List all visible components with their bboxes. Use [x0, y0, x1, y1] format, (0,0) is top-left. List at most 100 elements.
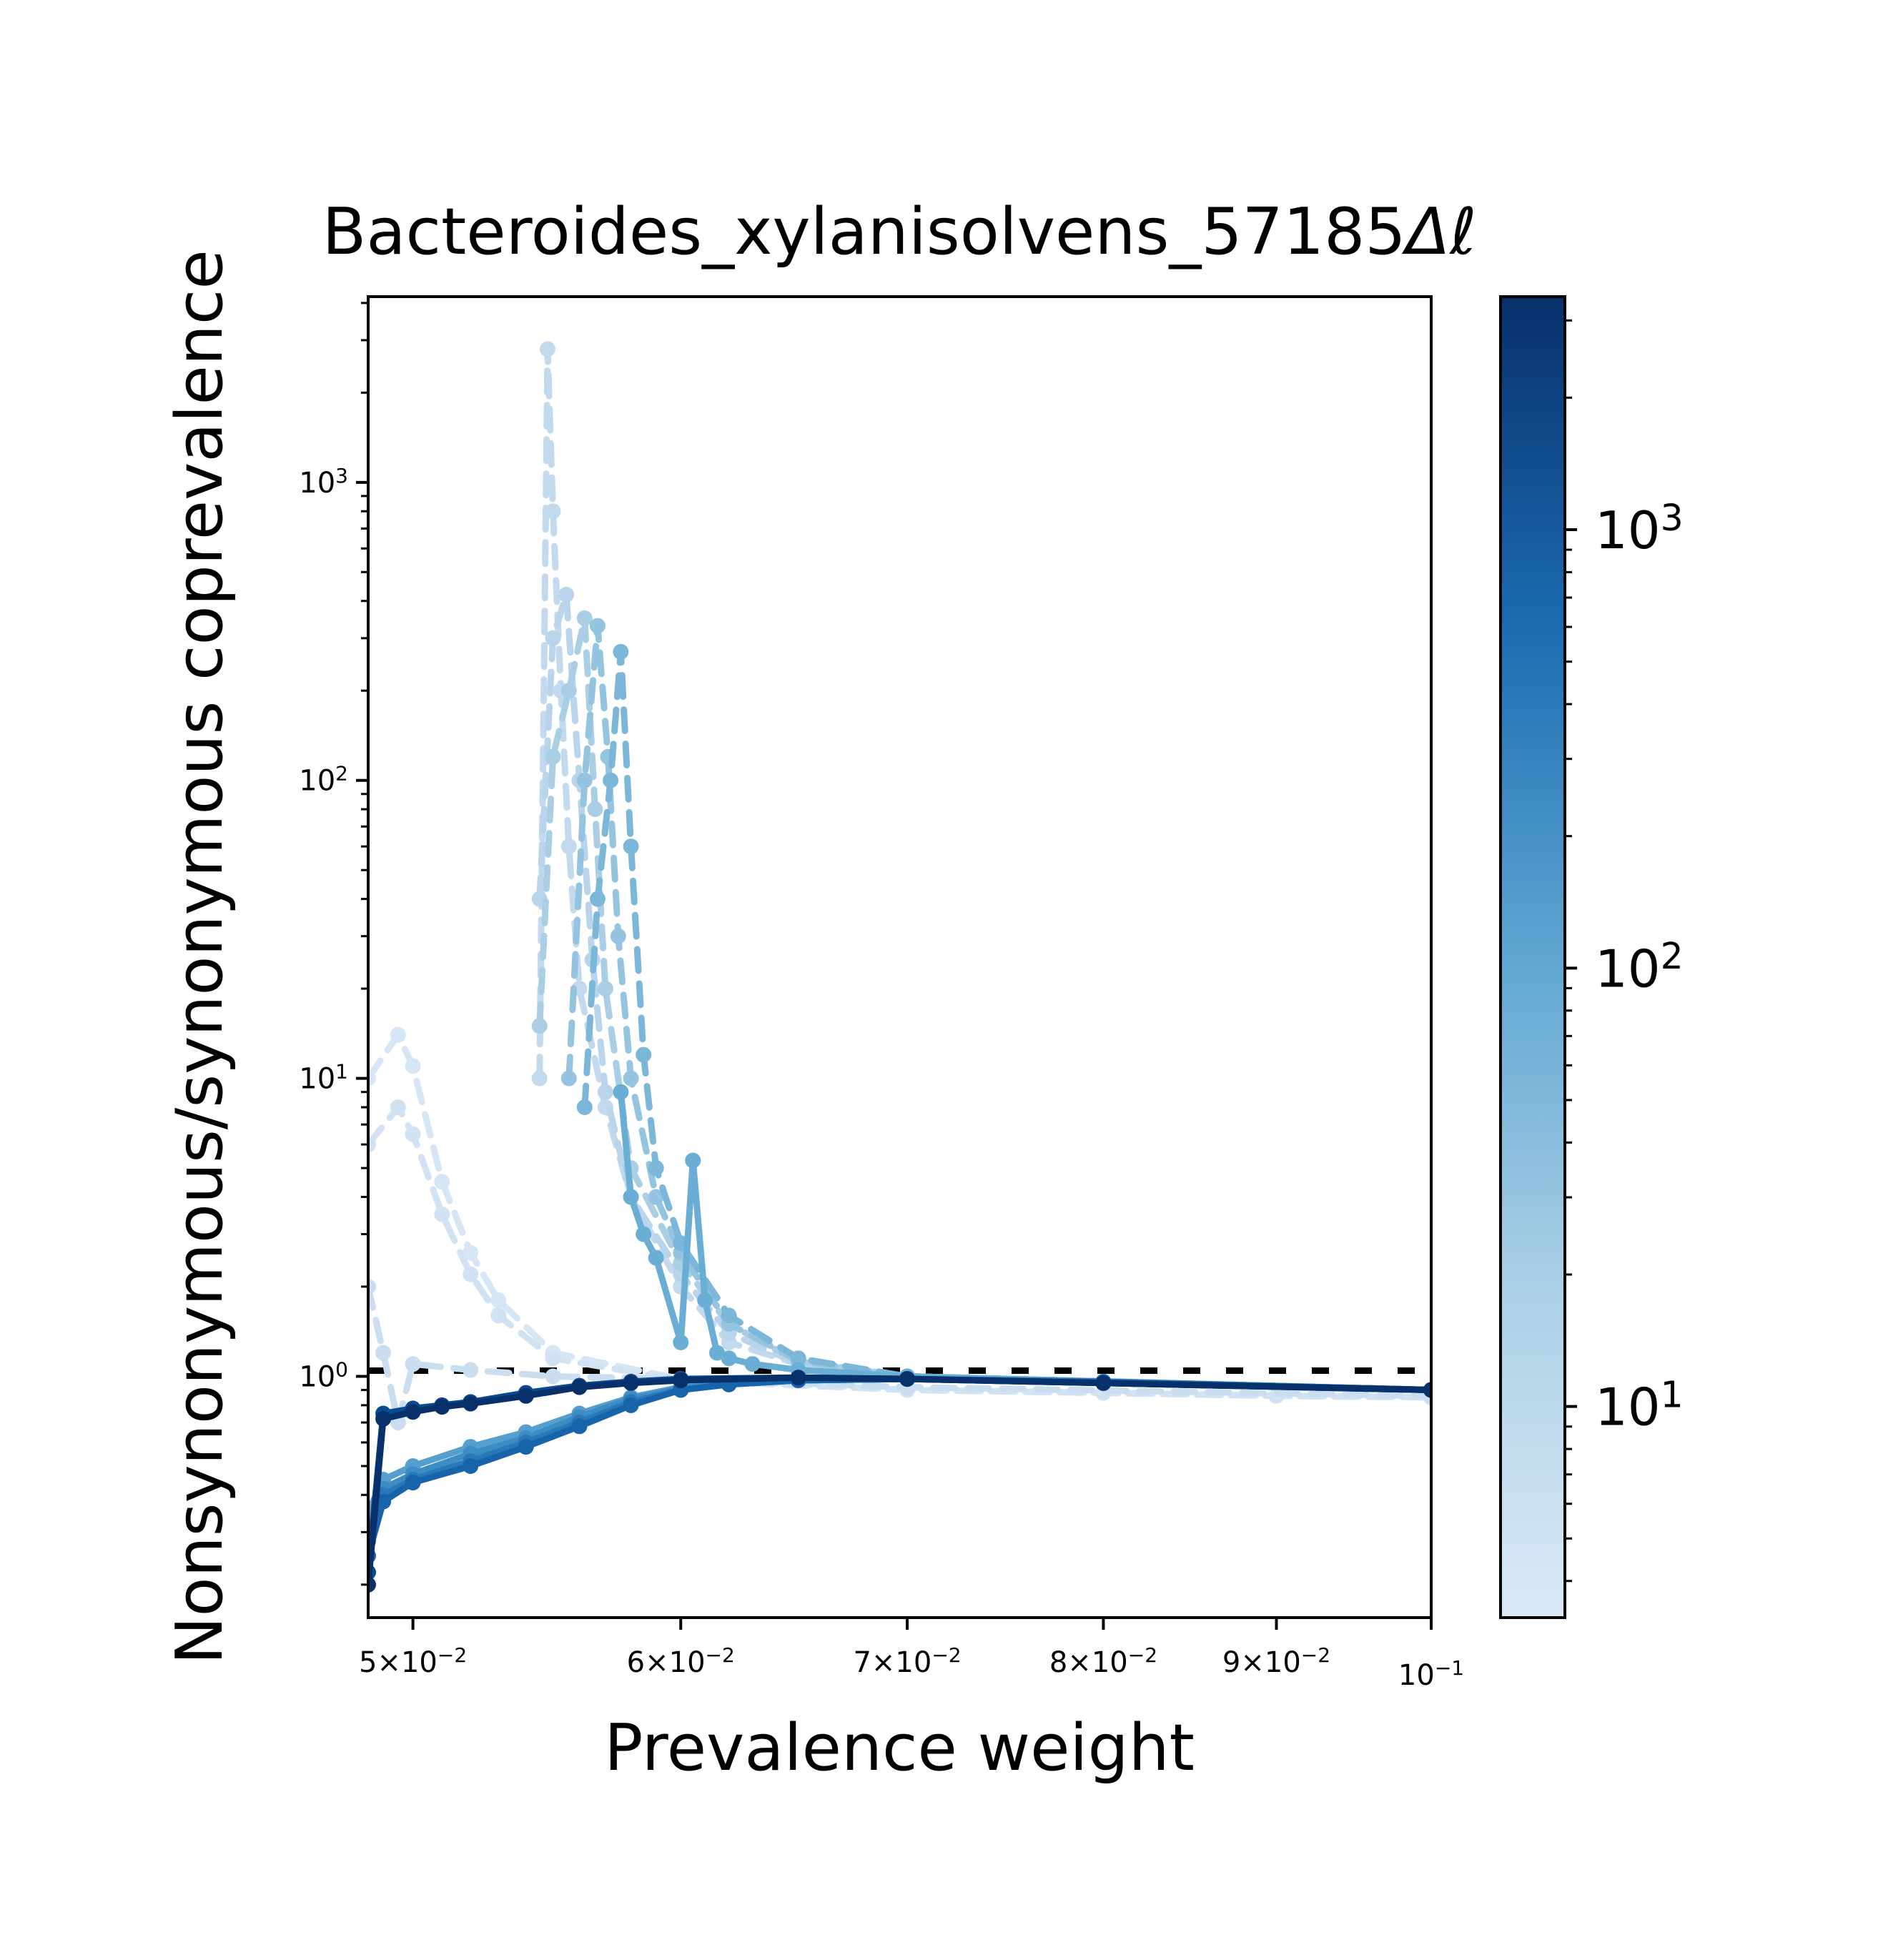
- series-14-point: [1423, 1382, 1431, 1398]
- series-14-point: [463, 1395, 479, 1412]
- series-7-point: [636, 1046, 652, 1063]
- series-14-point: [368, 1576, 376, 1593]
- series-8-point: [744, 1356, 761, 1372]
- series-8-point: [623, 1189, 639, 1205]
- series-2-point: [545, 1368, 561, 1385]
- colorbar-label: Δℓ: [1402, 194, 1477, 269]
- series-4-point: [545, 630, 561, 646]
- series-8-point: [709, 1345, 725, 1361]
- x-tick-label: 8×10−2: [1049, 1643, 1157, 1679]
- series-12-point: [463, 1458, 479, 1474]
- x-tick-label: 7×10−2: [853, 1643, 961, 1679]
- series-14-point: [623, 1375, 639, 1391]
- series-8-point: [721, 1350, 737, 1367]
- series-1-point: [368, 1137, 376, 1153]
- series-7-point: [603, 772, 619, 788]
- chart-title: Bacteroides_xylanisolvens_57185Δℓ: [322, 194, 1477, 269]
- y-tick-label: 102: [299, 762, 348, 798]
- colorbar-tick-label: 102: [1595, 935, 1684, 999]
- series-3-point: [545, 503, 561, 520]
- series-layer: [368, 341, 1431, 1593]
- series-5-point: [545, 748, 561, 765]
- colorbar: 101 102 103: [1499, 295, 1684, 1619]
- plot-frame: [367, 295, 1433, 1619]
- series-1-point: [390, 1099, 406, 1115]
- series-14-point: [899, 1371, 915, 1387]
- x-tick-label: 10−1: [1398, 1656, 1464, 1692]
- y-tick-label: 100: [299, 1357, 348, 1393]
- series-5-point: [531, 1018, 548, 1034]
- series-5-point: [576, 610, 593, 626]
- series-12-point: [571, 1418, 588, 1435]
- series-2-point: [463, 1362, 479, 1378]
- series-6-point: [623, 1070, 639, 1087]
- series-8-point: [613, 1084, 629, 1100]
- colorbar-tick-label: 103: [1595, 497, 1684, 560]
- series-1-point: [434, 1206, 450, 1222]
- series-6-point: [590, 618, 606, 634]
- x-tick-label: 6×10−2: [627, 1643, 735, 1679]
- y-tick-label: 103: [299, 464, 348, 500]
- series-8-point: [636, 1226, 652, 1242]
- y-axis: 100 101 102 103: [299, 302, 368, 1586]
- series-14-point: [405, 1404, 421, 1420]
- series-8-point: [648, 1249, 664, 1266]
- series-3-point: [540, 341, 555, 357]
- series-8-point: [685, 1152, 701, 1169]
- series-2-point: [368, 1279, 376, 1295]
- colorbar-tick-label: 101: [1595, 1373, 1684, 1437]
- series-5-point: [587, 801, 603, 818]
- series-4-point: [597, 1084, 613, 1100]
- series-6-point: [560, 1070, 577, 1087]
- plot-area: [367, 295, 1433, 1619]
- series-3-point: [531, 1070, 548, 1087]
- y-axis-label: Nonsynonymous/synonymous coprevalence: [162, 249, 237, 1665]
- series-0-point: [368, 1070, 376, 1087]
- y-tick-label: 101: [299, 1060, 348, 1096]
- series-6-point: [648, 1189, 664, 1205]
- series-7-point: [576, 1099, 593, 1115]
- series-6-point: [576, 772, 593, 788]
- series-7-point: [648, 1160, 664, 1177]
- series-0-point: [490, 1292, 507, 1308]
- series-12-point: [375, 1493, 392, 1510]
- plot-background: [368, 297, 1431, 1618]
- series-0-point: [434, 1174, 450, 1190]
- x-axis-label: Prevalence weight: [604, 1711, 1195, 1786]
- x-tick-label: 9×10−2: [1222, 1643, 1330, 1679]
- series-0-point: [390, 1026, 406, 1043]
- series-14-point: [790, 1370, 806, 1386]
- series-7-point: [613, 643, 629, 660]
- series-4-point: [558, 586, 575, 603]
- series-14-point: [434, 1399, 450, 1415]
- series-14-point: [1095, 1375, 1112, 1391]
- x-axis: 5×10−2 6×10−2 7×10−2 8×10−2 9×10−2 10−1: [359, 1618, 1464, 1692]
- colorbar-frame: [1499, 295, 1566, 1619]
- series-14-point: [518, 1387, 534, 1404]
- x-tick-label: 5×10−2: [359, 1643, 467, 1679]
- series-14-point: [571, 1379, 588, 1395]
- chart-title-text: Bacteroides_xylanisolvens_57185: [322, 194, 1406, 269]
- series-0-point: [463, 1244, 479, 1261]
- colorbar-ticks: 101 102 103: [1565, 319, 1684, 1583]
- series-line-7: [581, 648, 1431, 1393]
- series-12-point: [518, 1439, 534, 1455]
- colorbar-gradient: [1501, 297, 1565, 1618]
- series-8-point: [673, 1335, 689, 1350]
- series-5-point: [597, 981, 613, 997]
- series-14-point: [375, 1410, 392, 1427]
- series-7-point: [623, 838, 639, 855]
- series-14-point: [673, 1372, 689, 1388]
- series-5-point: [560, 683, 577, 699]
- series-1-point: [463, 1266, 479, 1282]
- series-0-point: [405, 1058, 421, 1074]
- series-2-point: [405, 1356, 421, 1372]
- series-8-point: [697, 1292, 713, 1308]
- series-1-point: [545, 1350, 561, 1367]
- series-6-point: [610, 928, 626, 944]
- series-1-point: [490, 1307, 507, 1324]
- series-12-point: [623, 1397, 639, 1413]
- series-7-point: [721, 1307, 737, 1324]
- series-7-point: [590, 891, 606, 907]
